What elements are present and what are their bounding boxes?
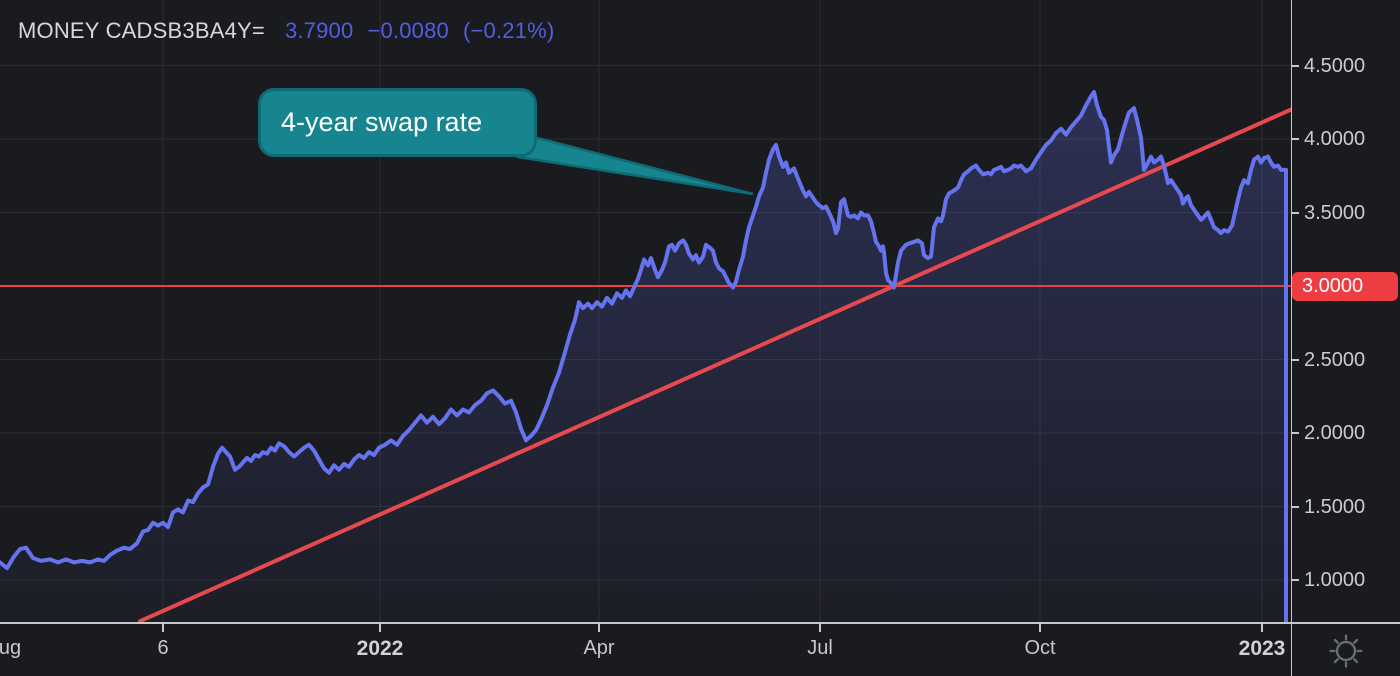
last-price: 3.7900 <box>284 18 354 43</box>
price-axis-tick <box>1292 211 1299 214</box>
time-scale-label: ug <box>0 637 22 659</box>
swap-rate-line[interactable] <box>0 90 1288 622</box>
price-level-value: 3.0000 <box>1302 275 1364 297</box>
price-scale-label: 1.5000 <box>1304 495 1366 518</box>
price-chart-canvas[interactable] <box>0 0 1291 622</box>
time-axis-tick <box>1261 624 1263 632</box>
time-scale-label: 2022 <box>356 637 404 660</box>
price-scale[interactable]: 4.5000 4.0000 3.5000 2.5000 2.0000 1.5000 1.00… <box>1291 0 1400 676</box>
time-scale-label: 2023 <box>1238 637 1286 660</box>
instrument-symbol: MONEY CADSB3BA4Y= <box>18 18 265 43</box>
price-scale-label: 4.5000 <box>1304 54 1366 77</box>
time-scale-label: Jul <box>807 637 833 659</box>
chart-legend: MONEY CADSB3BA4Y= 3.7900 −0.0080 (−0.21%… <box>18 18 554 44</box>
price-scale-label: 2.5000 <box>1304 348 1366 371</box>
price-axis-tick <box>1292 64 1299 67</box>
time-scale[interactable]: ug 6 2022 Apr Jul Oct 2023 <box>0 622 1400 676</box>
price-scale-label: 4.0000 <box>1304 128 1366 150</box>
price-scale-label: 3.5000 <box>1304 201 1366 224</box>
price-level-label: 3.0000 <box>1292 272 1398 301</box>
price-axis-tick <box>1292 432 1299 434</box>
area-fill <box>0 92 1286 622</box>
price-scale-label: 1.0000 <box>1304 569 1366 591</box>
time-axis-tick <box>1039 624 1041 632</box>
price-scale-label: 2.0000 <box>1304 422 1366 444</box>
time-axis-tick <box>379 624 381 632</box>
sun-icon[interactable] <box>1327 632 1365 670</box>
time-axis-tick <box>162 624 164 632</box>
time-scale-label: Apr <box>583 637 615 659</box>
price-change: −0.0080 <box>367 18 449 43</box>
annotation-tail <box>516 134 754 196</box>
price-axis-tick <box>1292 579 1299 581</box>
time-axis-tick <box>819 624 821 632</box>
annotation-text: 4-year swap rate <box>281 107 483 137</box>
price-axis-tick <box>1292 138 1299 140</box>
price-axis-tick <box>1292 358 1299 361</box>
trend-line[interactable] <box>138 107 1291 622</box>
annotation-callout[interactable]: 4-year swap rate <box>258 88 537 157</box>
price-change-pct: (−0.21%) <box>462 18 555 43</box>
time-scale-label: Oct <box>1024 637 1056 659</box>
time-scale-label: 6 <box>157 637 169 659</box>
price-axis-tick <box>1292 505 1299 508</box>
time-axis-tick <box>598 624 600 632</box>
